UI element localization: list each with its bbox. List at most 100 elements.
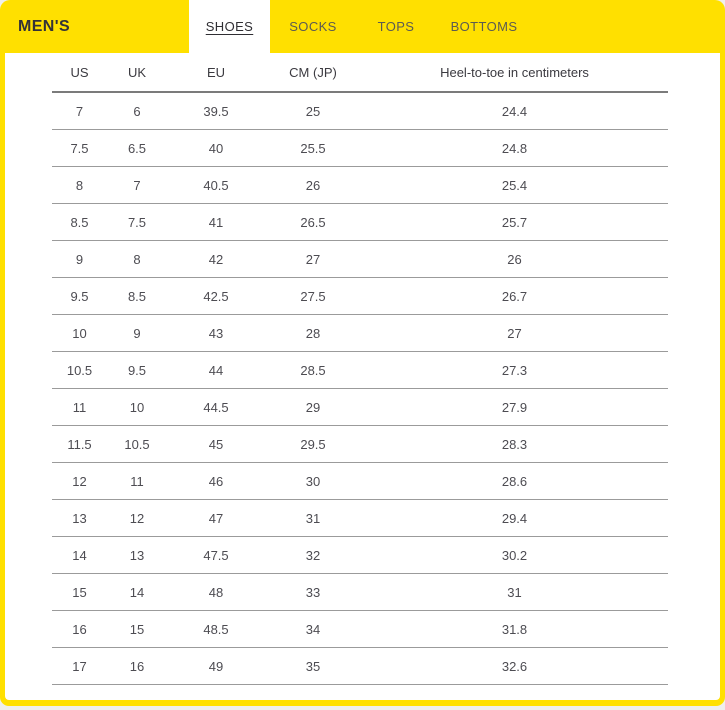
table-cell: 8 (75, 177, 84, 193)
table-cell: 44.5 (203, 399, 229, 415)
table-cell: 25.4 (501, 177, 528, 193)
table-cell: 42 (208, 251, 224, 267)
table-row: 16 15 48.5 34 31.8 (52, 611, 668, 648)
table-cell: 9.5 (127, 362, 147, 378)
table-row: 9.5 8.5 42.5 27.5 26.7 (52, 278, 668, 315)
table-row: 7 6 39.5 25 24.4 (52, 93, 668, 130)
table-cell: 6.5 (127, 140, 147, 156)
table-cell: 26 (305, 177, 321, 193)
table-cell: 12 (129, 510, 145, 526)
table-cell: 43 (208, 325, 224, 341)
table-cell: 40 (208, 140, 224, 156)
table-cell: 46 (208, 473, 224, 489)
table-cell: 30.2 (501, 547, 528, 563)
table-cell: 47.5 (203, 547, 229, 563)
table-header-row: US UK EU CM (JP) Heel-to-toe in centimet… (52, 53, 668, 93)
table-cell: 10 (129, 399, 145, 415)
table-cell: 44 (208, 362, 224, 378)
size-table-container: US UK EU CM (JP) Heel-to-toe in centimet… (5, 53, 720, 700)
table-cell: 8.5 (70, 214, 89, 230)
table-cell: 26 (507, 251, 522, 267)
table-cell: 11 (72, 399, 87, 415)
table-cell: 28.3 (501, 436, 528, 452)
table-row: 10.5 9.5 44 28.5 27.3 (52, 352, 668, 389)
column-header-heel-to-toe: Heel-to-toe in centimeters (440, 64, 589, 80)
table-cell: 49 (208, 658, 224, 674)
table-cell: 33 (305, 584, 321, 600)
table-cell: 26.7 (501, 288, 528, 304)
table-cell: 31 (507, 584, 522, 600)
size-table: US UK EU CM (JP) Heel-to-toe in centimet… (52, 53, 668, 685)
tab-label: SOCKS (289, 19, 337, 34)
table-cell: 27.9 (501, 399, 528, 415)
table-cell: 8.5 (127, 288, 147, 304)
table-cell: 41 (208, 214, 224, 230)
table-cell: 48.5 (203, 621, 229, 637)
table-row: 7.5 6.5 40 25.5 24.8 (52, 130, 668, 167)
table-cell: 34 (305, 621, 321, 637)
size-chart-header: MEN'S SHOES SOCKS TOPS BOTTOMS (0, 0, 725, 53)
tab-tops[interactable]: TOPS (356, 0, 436, 53)
table-cell: 27.3 (501, 362, 528, 378)
column-header-eu: EU (206, 64, 226, 80)
table-row: 14 13 47.5 32 30.2 (52, 537, 668, 574)
table-cell: 9 (133, 325, 141, 341)
table-cell: 45 (208, 436, 224, 452)
column-header-uk: UK (127, 64, 147, 80)
table-cell: 6 (133, 103, 141, 119)
table-cell: 9.5 (70, 288, 89, 304)
table-cell: 15 (129, 621, 145, 637)
tab-label: SHOES (205, 19, 254, 34)
table-cell: 28 (305, 325, 321, 341)
table-cell: 32.6 (501, 658, 528, 674)
table-cell: 42.5 (203, 288, 229, 304)
table-cell: 7.5 (127, 214, 147, 230)
table-cell: 16 (129, 658, 145, 674)
table-cell: 7 (133, 177, 141, 193)
table-row: 9 8 42 27 26 (52, 241, 668, 278)
table-cell: 17 (72, 658, 87, 674)
table-cell: 28.5 (300, 362, 326, 378)
table-row: 11 10 44.5 29 27.9 (52, 389, 668, 426)
table-cell: 12 (72, 473, 87, 489)
table-cell: 28.6 (501, 473, 528, 489)
table-cell: 47 (208, 510, 224, 526)
table-cell: 9 (75, 251, 84, 267)
table-cell: 29 (305, 399, 321, 415)
table-cell: 13 (129, 547, 145, 563)
table-row: 12 11 46 30 28.6 (52, 463, 668, 500)
tab-label: BOTTOMS (450, 19, 518, 34)
tab-socks[interactable]: SOCKS (270, 0, 356, 53)
tab-bar: SHOES SOCKS TOPS BOTTOMS (189, 0, 532, 53)
table-cell: 25 (305, 103, 321, 119)
table-cell: 26.5 (300, 214, 326, 230)
table-cell: 14 (72, 547, 87, 563)
table-cell: 14 (129, 584, 145, 600)
table-cell: 32 (305, 547, 321, 563)
tab-shoes[interactable]: SHOES (189, 0, 270, 53)
table-row: 8.5 7.5 41 26.5 25.7 (52, 204, 668, 241)
table-cell: 10.5 (124, 436, 150, 452)
table-cell: 25.5 (300, 140, 326, 156)
table-cell: 10.5 (66, 362, 93, 378)
table-cell: 27.5 (300, 288, 326, 304)
column-header-cm-jp: CM (JP) (289, 64, 337, 80)
table-cell: 13 (72, 510, 87, 526)
table-cell: 15 (72, 584, 87, 600)
tab-bottoms[interactable]: BOTTOMS (436, 0, 532, 53)
table-cell: 8 (133, 251, 141, 267)
table-row: 17 16 49 35 32.6 (52, 648, 668, 685)
table-cell: 27 (507, 325, 522, 341)
table-cell: 48 (208, 584, 224, 600)
table-cell: 11.5 (67, 436, 92, 452)
table-cell: 31.8 (501, 621, 528, 637)
table-body: 7 6 39.5 25 24.4 7.5 6.5 40 25.5 24.8 8 7 40.5 26 25.4… (52, 93, 668, 685)
table-cell: 25.7 (501, 214, 528, 230)
table-cell: 24.8 (501, 140, 528, 156)
table-cell: 29.5 (300, 436, 326, 452)
table-cell: 30 (305, 473, 321, 489)
tab-label: TOPS (377, 19, 415, 34)
table-cell: 40.5 (203, 177, 229, 193)
page-title: MEN'S (18, 17, 71, 35)
